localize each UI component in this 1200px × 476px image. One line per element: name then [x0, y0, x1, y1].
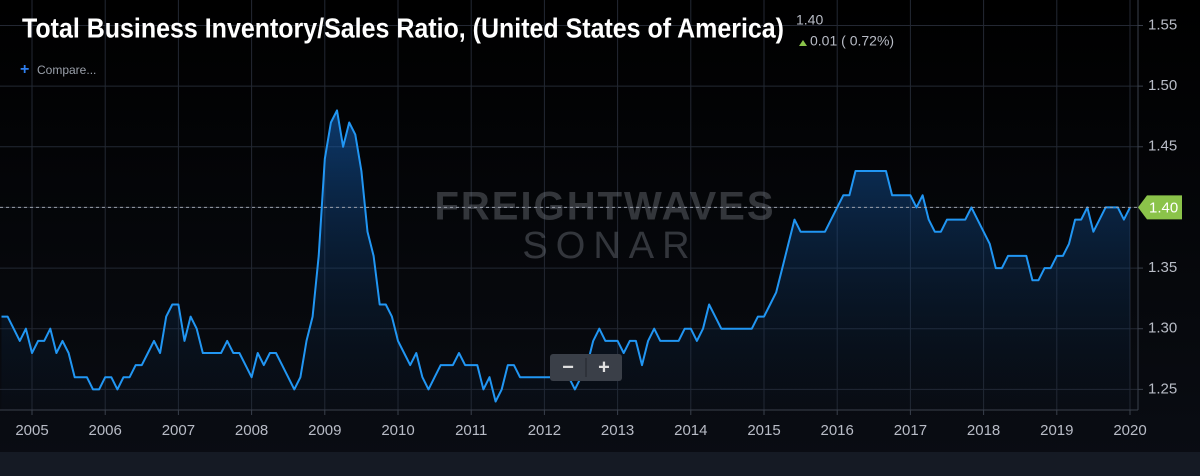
x-tick-label: 2013 [601, 422, 634, 439]
bottom-strip [0, 452, 1200, 476]
zoom-in[interactable]: + [598, 356, 610, 378]
x-tick-label: 2007 [162, 422, 195, 439]
x-tick-label: 2015 [747, 422, 780, 439]
x-tick-label: 2006 [89, 422, 122, 439]
y-tick-label: 1.50 [1148, 77, 1177, 94]
x-tick-label: 2005 [15, 422, 48, 439]
x-tick-label: 2009 [308, 422, 341, 439]
compare-plus: + [20, 61, 29, 78]
y-tick-label: 1.35 [1148, 259, 1177, 276]
x-tick-label: 2008 [235, 422, 268, 439]
x-tick-label: 2018 [967, 422, 1000, 439]
zoom-out[interactable]: − [562, 356, 574, 378]
watermark: FREIGHTWAVES SONAR [434, 185, 775, 267]
area [1, 110, 1130, 410]
watermark-bottom: SONAR [522, 225, 697, 267]
chart-title: Total Business Inventory/Sales Ratio, (U… [22, 12, 784, 43]
axes: 1.25 1.30 1.35 1.40 1.45 1.50 1.55 2005 2006 2007… [15, 16, 1182, 439]
header-value: 1.40 [796, 12, 823, 28]
x-tick-label: 2010 [381, 422, 414, 439]
header-change: 0.01 ( 0.72%) [810, 33, 894, 49]
compare-label[interactable]: Compare... [37, 63, 96, 77]
x-tick-label: 2020 [1113, 422, 1146, 439]
compare-button[interactable]: + Compare... [20, 61, 96, 78]
x-tick-label: 2017 [894, 422, 927, 439]
current-value-tag [1138, 195, 1182, 220]
y-tick-label: 1.45 [1148, 138, 1177, 155]
y-tick-label: 1.55 [1148, 16, 1177, 33]
zoom-controls: − + [550, 354, 622, 381]
up-arrow [799, 40, 807, 46]
current-value-label: 1.40 [1149, 199, 1178, 216]
y-tick-label: 1.25 [1148, 380, 1177, 397]
x-tick-label: 2016 [821, 422, 854, 439]
x-tick-label: 2011 [455, 422, 487, 439]
x-tick-label: 2012 [528, 422, 561, 439]
x-tick-label: 2014 [674, 422, 707, 439]
watermark-top: FREIGHTWAVES [434, 185, 775, 229]
y-tick-label: 1.30 [1148, 320, 1177, 337]
x-tick-label: 2019 [1040, 422, 1073, 439]
